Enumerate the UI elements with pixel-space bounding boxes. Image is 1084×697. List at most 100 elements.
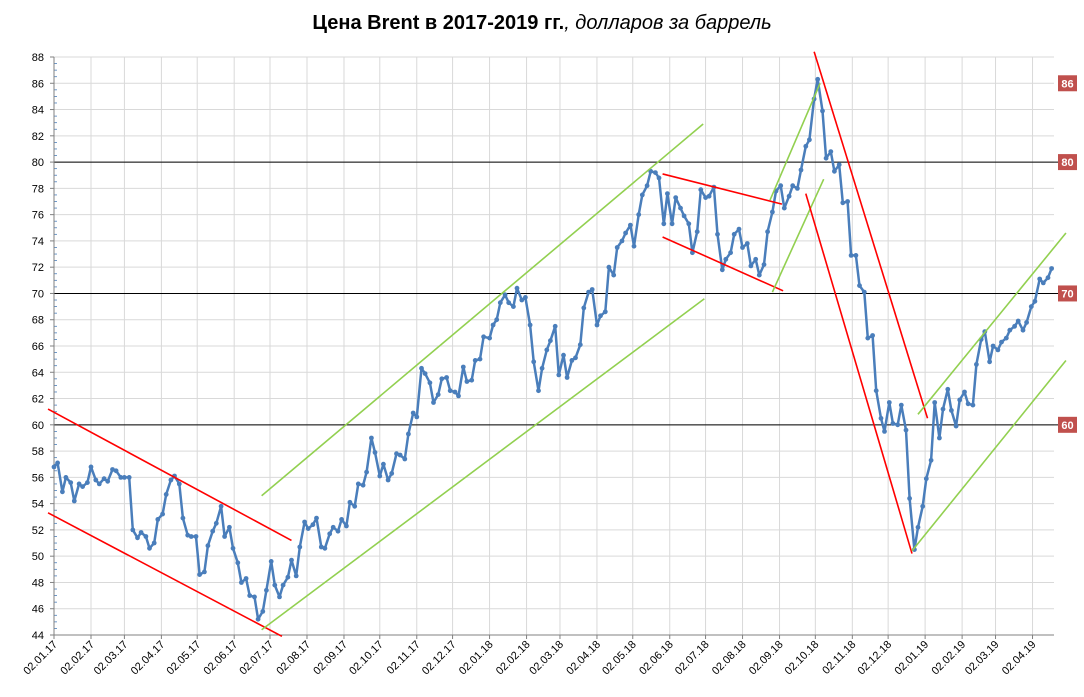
price-point	[795, 186, 800, 191]
price-point	[389, 471, 395, 476]
price-point	[130, 527, 136, 533]
price-series	[51, 76, 1054, 622]
trend-line	[261, 123, 704, 497]
trend-line	[662, 173, 783, 205]
price-point	[987, 359, 992, 365]
price-point	[756, 272, 762, 278]
price-point	[406, 431, 411, 437]
price-point	[247, 593, 253, 598]
price-point	[397, 452, 403, 458]
price-point	[519, 297, 525, 303]
price-point	[673, 195, 679, 201]
y-tick-label: 52	[32, 525, 44, 537]
price-point	[536, 388, 541, 394]
price-point	[845, 199, 850, 204]
price-point	[327, 531, 333, 537]
price-point	[410, 410, 416, 416]
price-point	[464, 379, 470, 384]
price-point	[394, 451, 399, 457]
x-tick-label: 02.04.17	[129, 639, 168, 678]
price-point	[665, 191, 670, 197]
x-tick-label: 02.11.18	[820, 639, 858, 677]
price-point	[656, 175, 662, 181]
y-tick-label: 88	[32, 52, 44, 64]
price-point	[706, 193, 712, 199]
price-point	[168, 477, 174, 483]
price-point	[823, 155, 829, 161]
level-badge	[1058, 416, 1077, 433]
y-tick-label: 56	[32, 472, 44, 484]
y-tick-label: 86	[32, 78, 44, 90]
price-point	[243, 576, 249, 581]
price-point	[305, 526, 311, 531]
price-point	[105, 478, 111, 484]
price-point	[347, 499, 353, 505]
price-point	[990, 343, 996, 349]
x-tick-label: 02.12.17	[420, 639, 459, 678]
price-point	[694, 229, 700, 235]
price-point	[661, 221, 667, 227]
price-point	[227, 524, 232, 530]
chart-title-main: Цена Brent в 2017-2019 гг.	[312, 12, 565, 34]
trend-line	[261, 298, 705, 631]
price-point	[937, 435, 942, 441]
level-badge-label: 86	[1061, 78, 1073, 90]
price-point	[352, 503, 358, 509]
price-point	[118, 475, 124, 480]
y-tick-label: 44	[32, 630, 44, 642]
y-tick-label: 78	[32, 183, 44, 195]
price-point	[598, 313, 603, 319]
price-point	[511, 304, 516, 309]
price-point	[235, 560, 241, 566]
price-point	[539, 365, 545, 371]
price-point	[1040, 280, 1046, 286]
y-tick-label: 46	[32, 604, 44, 616]
price-point	[552, 323, 558, 329]
price-point	[681, 213, 687, 219]
price-point	[268, 559, 274, 564]
x-tick-label: 02.08.17	[274, 639, 313, 678]
price-point	[364, 469, 369, 475]
trend-line	[47, 512, 283, 638]
chart-title-unit: , долларов за баррель	[564, 12, 772, 34]
price-point	[953, 423, 959, 429]
price-point	[297, 544, 303, 550]
price-point	[932, 400, 938, 405]
price-point	[444, 375, 449, 380]
price-point	[252, 594, 257, 600]
x-axis-ticks: 02.01.1702.02.1702.03.1702.04.1702.05.17…	[21, 639, 1038, 678]
price-point	[611, 272, 617, 278]
x-tick-label: 02.09.18	[747, 639, 786, 678]
trend-line	[769, 82, 821, 201]
price-point	[487, 335, 492, 341]
price-point	[573, 355, 578, 361]
price-point	[744, 241, 750, 246]
price-point	[264, 587, 269, 593]
price-point	[778, 183, 784, 189]
trend-line	[771, 178, 825, 293]
price-point	[431, 400, 436, 405]
price-point	[820, 108, 825, 114]
price-point	[213, 520, 219, 526]
price-point	[110, 467, 115, 472]
price-point	[210, 528, 216, 534]
price-point	[915, 524, 921, 530]
x-tick-label: 02.05.18	[600, 639, 639, 678]
x-tick-label: 02.03.19	[963, 639, 1002, 678]
price-point	[230, 545, 236, 551]
price-point	[63, 475, 69, 480]
price-point	[686, 221, 692, 227]
x-tick-label: 02.12.18	[855, 639, 894, 678]
price-point	[88, 464, 94, 470]
price-point	[614, 245, 620, 250]
price-point	[218, 503, 224, 509]
price-point	[339, 517, 344, 522]
y-tick-label: 54	[32, 499, 44, 511]
price-point	[848, 253, 854, 258]
price-point	[920, 503, 926, 509]
price-point	[506, 300, 512, 306]
price-point	[469, 377, 475, 383]
price-point	[176, 481, 182, 487]
axes	[50, 56, 1054, 639]
price-point	[602, 309, 608, 315]
